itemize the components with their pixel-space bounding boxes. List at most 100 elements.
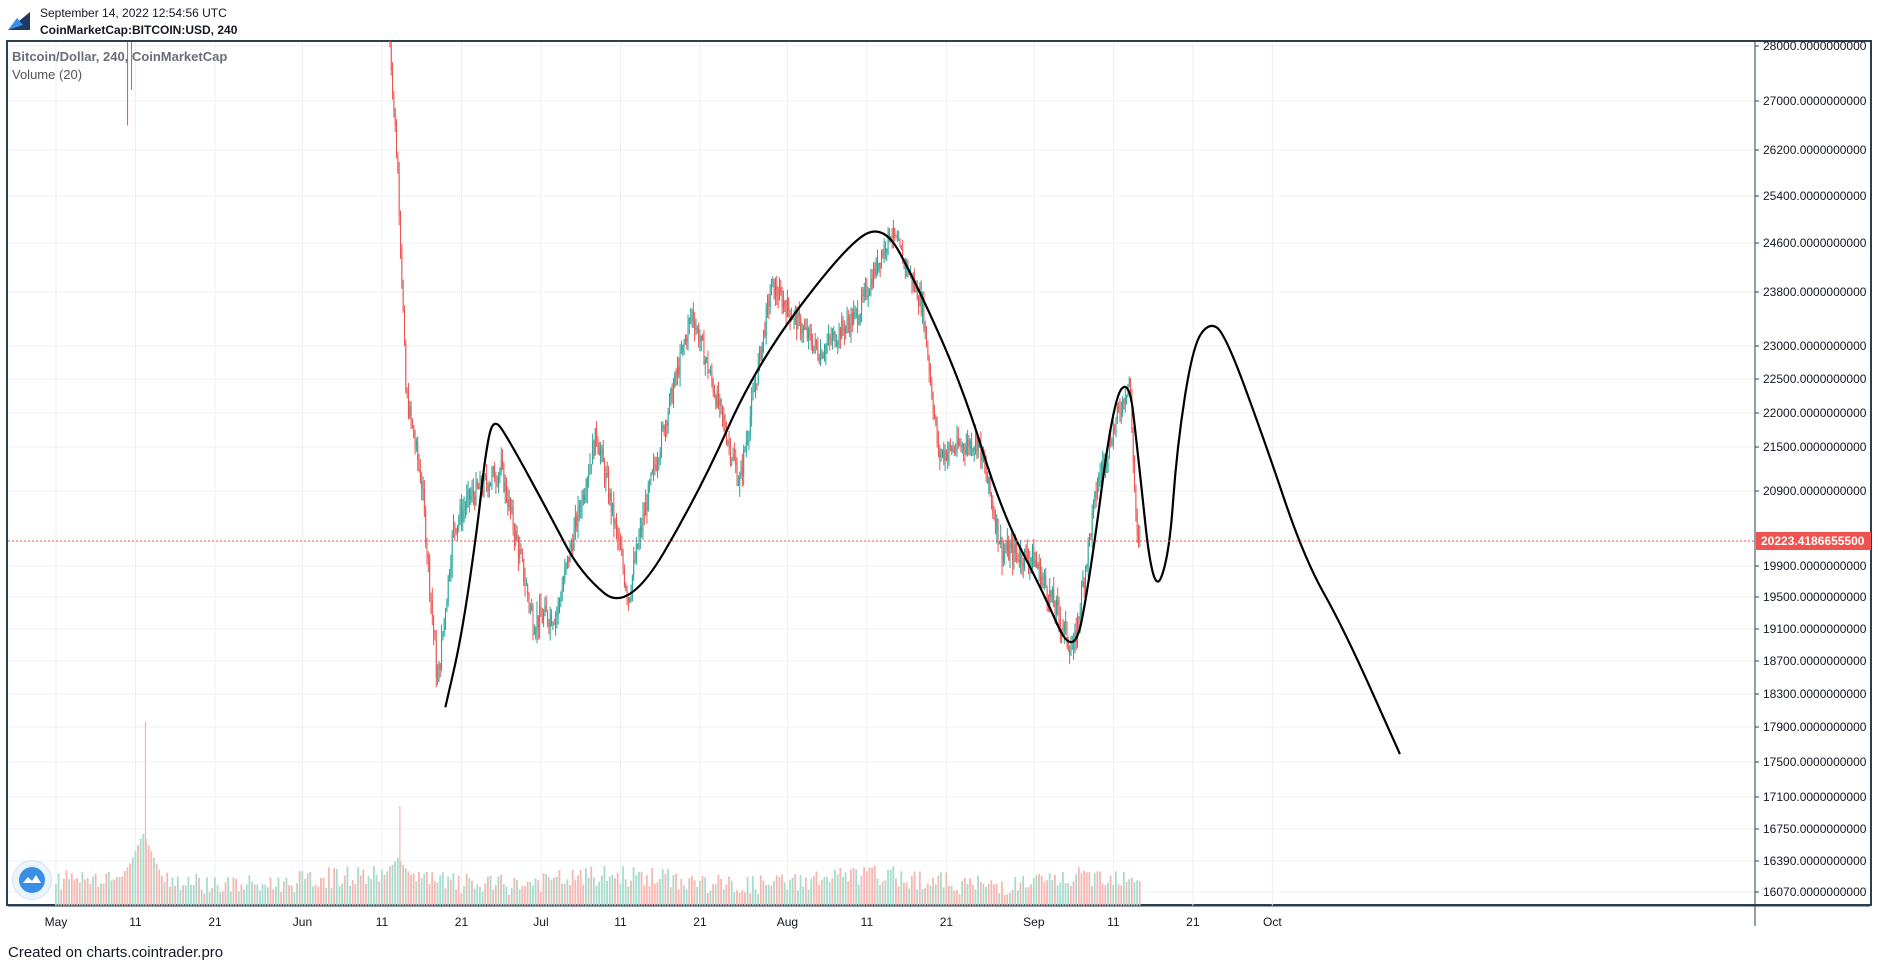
volume-bar — [449, 879, 452, 906]
volume-bar — [118, 877, 121, 906]
volume-bar — [428, 883, 431, 906]
y-tick-label: 17500.0000000000 — [1763, 755, 1867, 769]
volume-bar — [643, 885, 646, 906]
volume-bar — [783, 882, 786, 906]
volume-bar — [176, 876, 179, 906]
candle-body — [1021, 551, 1023, 565]
candle-body — [830, 338, 832, 342]
x-tick-label: Oct — [1263, 915, 1282, 929]
candle-body — [414, 437, 416, 447]
volume-bar — [804, 877, 807, 906]
volume-bar — [873, 865, 876, 906]
x-tick-label: 21 — [208, 915, 222, 929]
candle-body — [674, 373, 676, 386]
volume-bar — [1093, 873, 1096, 906]
candle-body — [559, 601, 560, 603]
volume-bar — [725, 884, 728, 906]
candle-body — [437, 676, 439, 682]
candle-body — [669, 395, 670, 413]
candle-body — [745, 441, 747, 450]
volume-bar — [977, 875, 979, 906]
candle-body — [655, 466, 657, 470]
candle-body — [706, 358, 708, 360]
candle-body — [858, 322, 860, 325]
candle-body — [458, 519, 460, 526]
volume-bar — [455, 889, 457, 906]
volume-bar — [1048, 873, 1051, 906]
candle-body — [450, 565, 452, 576]
volume-bar — [108, 871, 110, 906]
candle-body — [396, 126, 397, 157]
volume-bar — [558, 870, 561, 906]
volume-bar — [985, 886, 987, 906]
candle-body — [503, 464, 505, 491]
candle-body — [409, 406, 411, 417]
candle-body — [847, 318, 849, 324]
candle-body — [948, 444, 950, 453]
volume-bar — [770, 885, 773, 906]
volume-bar — [1009, 892, 1011, 906]
volume-bar — [1130, 877, 1133, 906]
candle-body — [431, 599, 433, 617]
candle-body — [649, 482, 651, 484]
candle-body — [972, 449, 974, 452]
candle-body — [870, 278, 872, 292]
volume-bar — [645, 875, 648, 906]
candle-body — [825, 345, 827, 354]
candle-body — [500, 459, 502, 471]
candle-body — [619, 541, 621, 550]
candle-body — [694, 321, 696, 331]
x-tick-label: 21 — [693, 915, 707, 929]
volume-bar — [709, 890, 712, 906]
volume-bar — [121, 876, 124, 906]
candle-body — [659, 451, 661, 460]
x-tick-label: 21 — [940, 915, 954, 929]
candle-body — [824, 353, 825, 356]
candle-body — [908, 273, 910, 275]
candle-body — [812, 344, 814, 352]
volume-bar — [452, 873, 455, 906]
volume-bar — [863, 867, 866, 906]
candle-body — [951, 446, 953, 452]
candle-body — [425, 509, 427, 543]
candle-body — [415, 441, 417, 447]
candle-body — [732, 454, 734, 459]
candle-body — [996, 518, 998, 531]
volume-bar — [182, 885, 184, 906]
candle-body — [537, 615, 539, 628]
candle-body — [630, 592, 632, 598]
volume-bar — [129, 863, 131, 906]
x-tick-label: 11 — [129, 915, 142, 929]
candle-body — [470, 495, 472, 500]
volume-bar — [447, 876, 449, 906]
candle-body — [937, 442, 939, 447]
volume-bar — [532, 885, 534, 906]
candle-body — [1090, 534, 1092, 537]
volume-bar — [227, 877, 230, 906]
volume-bar — [380, 869, 383, 906]
volume-bar — [245, 884, 248, 906]
candle-body — [658, 459, 660, 463]
volume-bar — [1030, 884, 1032, 906]
candle-body — [927, 346, 929, 358]
volume-bar — [76, 877, 78, 906]
volume-bar — [365, 883, 367, 906]
candle-body — [1045, 575, 1047, 587]
candle-body — [496, 482, 498, 484]
volume-bar — [1122, 871, 1125, 906]
candle-body — [637, 544, 639, 548]
candle-body — [818, 357, 820, 363]
candle-body — [1005, 551, 1007, 553]
volume-bar — [664, 873, 667, 906]
legend-title: Bitcoin/Dollar, 240, CoinMarketCap — [12, 49, 228, 64]
candle-body — [475, 480, 477, 505]
candle-body — [960, 444, 962, 448]
candle-body — [1009, 547, 1011, 560]
volume-bar — [426, 871, 428, 906]
volume-bar — [179, 889, 182, 906]
candle-body — [1107, 455, 1109, 463]
cointrader-badge[interactable] — [12, 860, 52, 900]
candle-body — [798, 312, 800, 317]
candle-body — [598, 447, 600, 456]
